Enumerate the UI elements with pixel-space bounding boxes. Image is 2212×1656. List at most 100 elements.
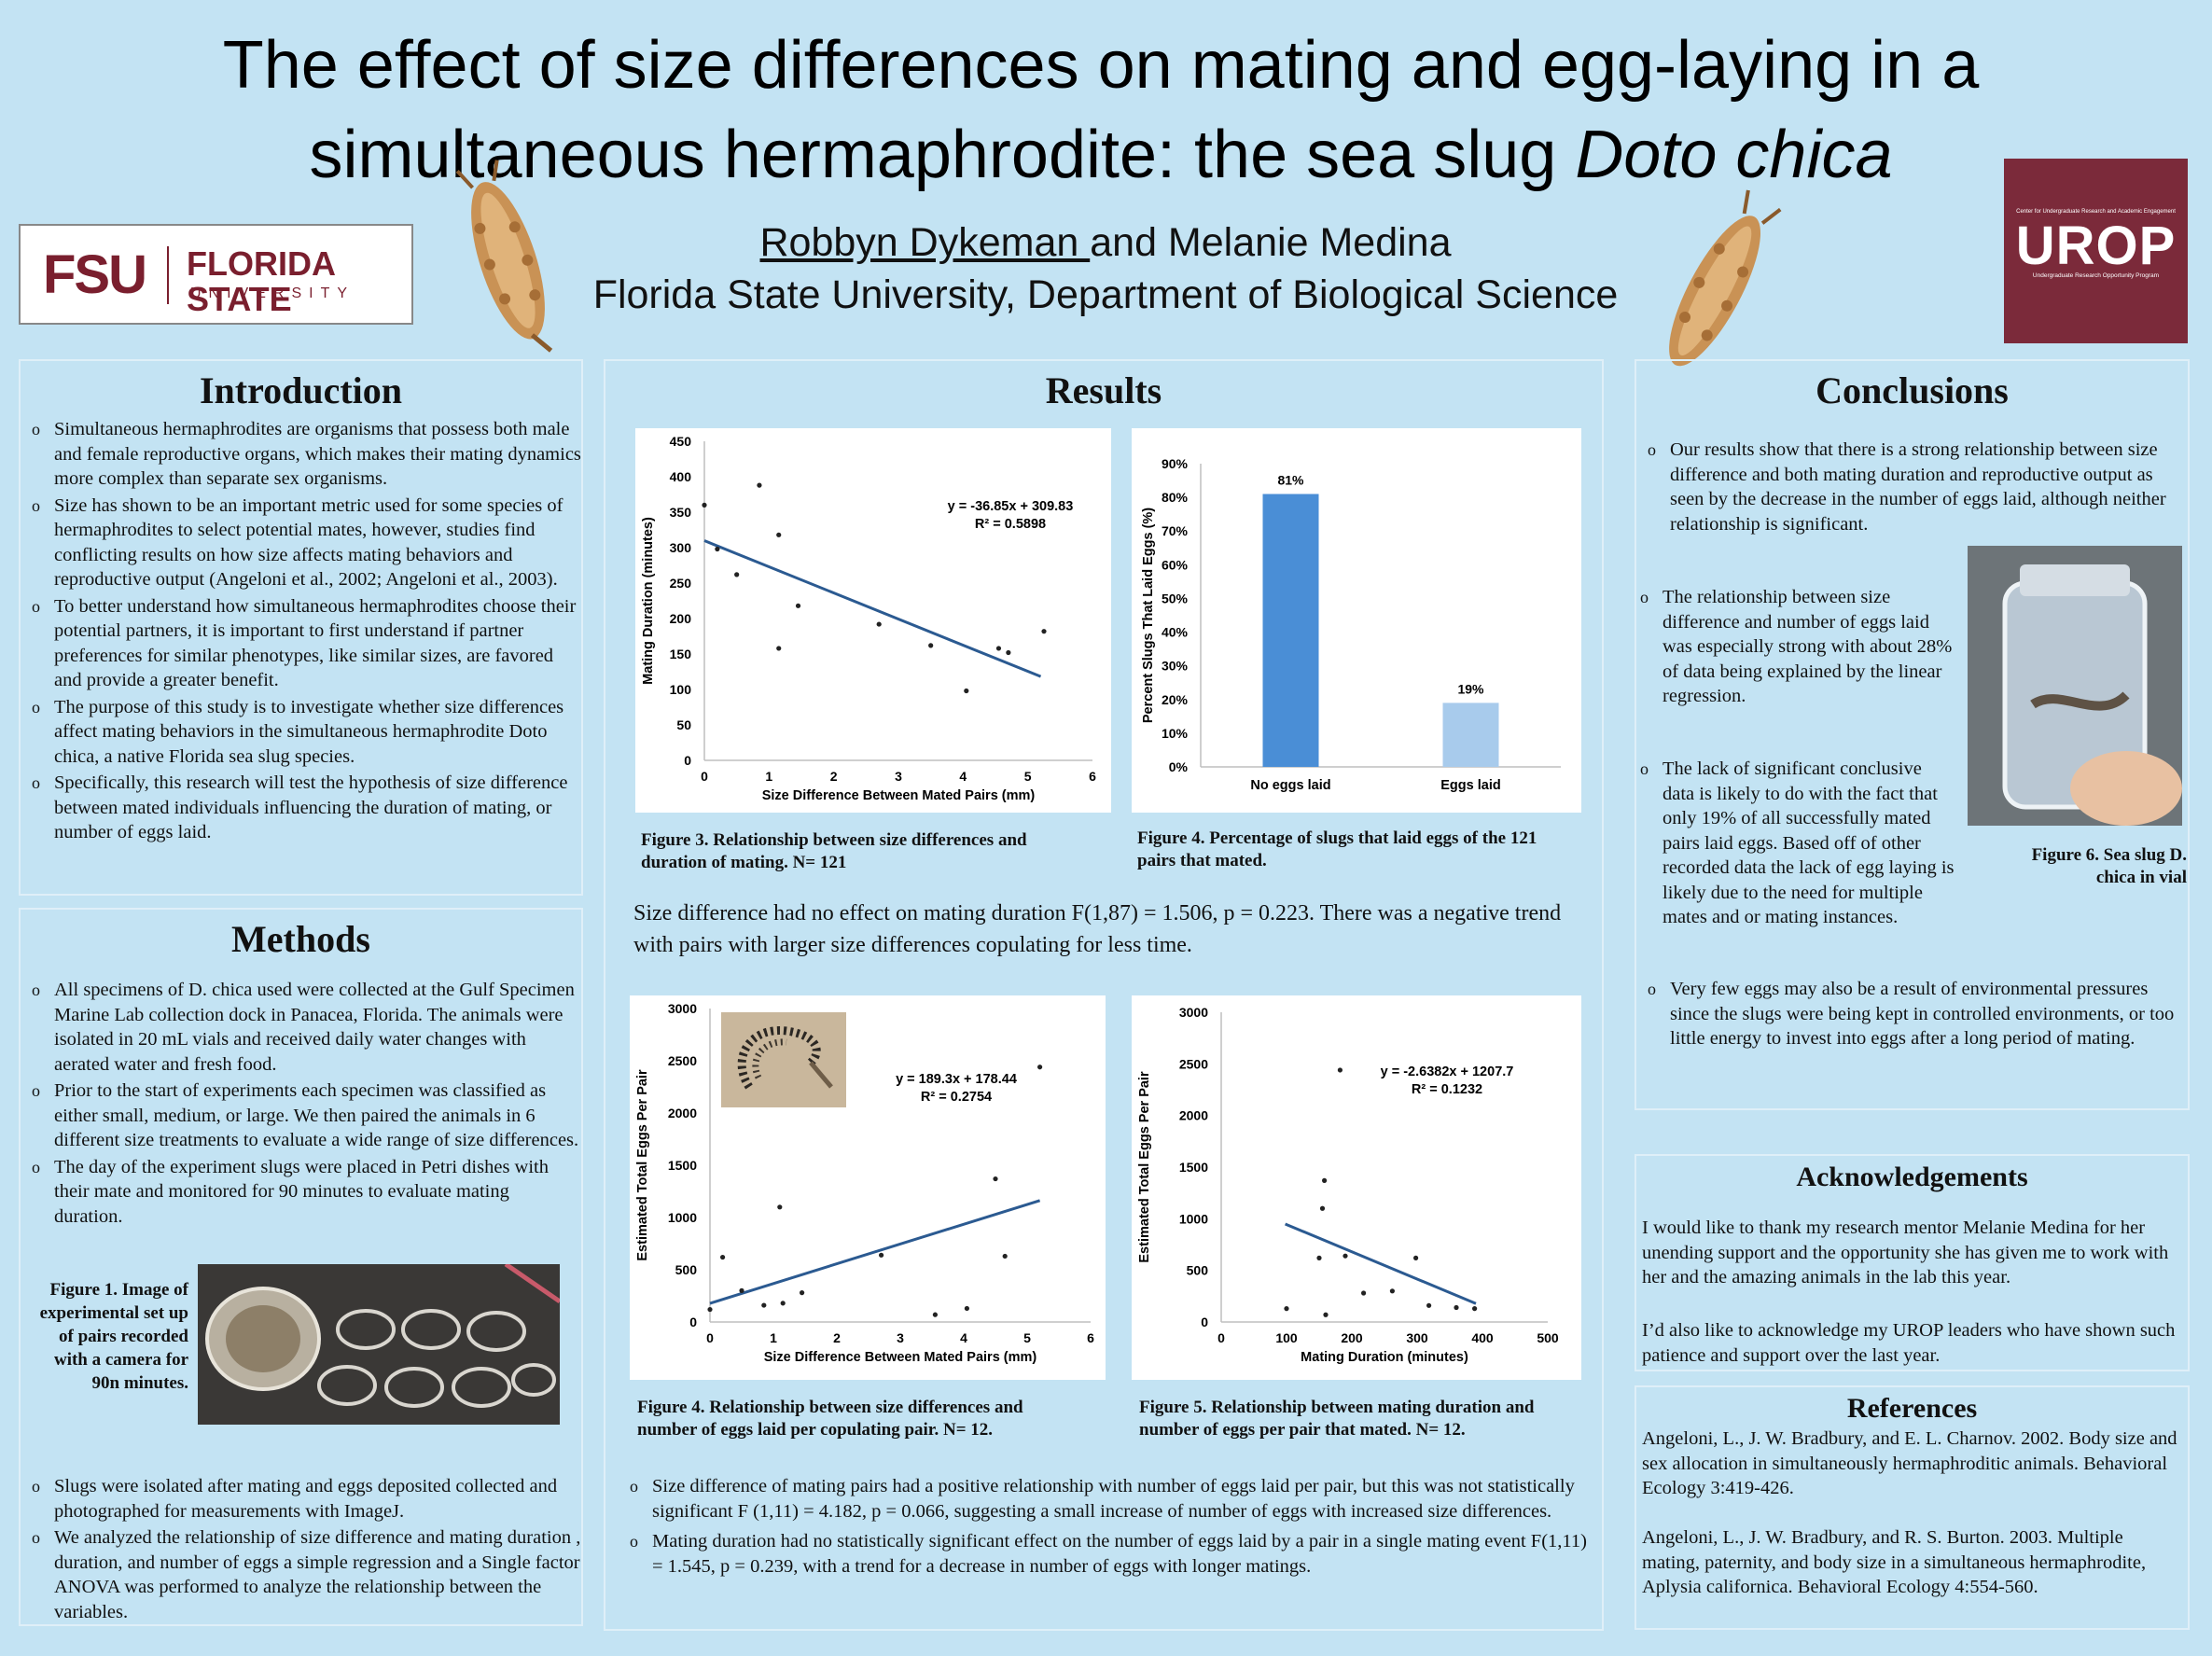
y-tick-label: 500 <box>1187 1263 1209 1278</box>
y-tick-label: 80% <box>1162 490 1189 505</box>
data-point <box>776 532 782 537</box>
figure-1-caption: Figure 1. Image of experimental set up o… <box>39 1280 188 1393</box>
figure-4b-svg: 0 500 1000 1500 2000 2500 3000 0 1 2 3 4 5 6 Size Diff… <box>635 1001 1094 1365</box>
conclusions-list-4: Very few eggs may also be a result of en… <box>1644 977 2185 1053</box>
fsu-separator <box>167 246 169 304</box>
y-tick-label: 0% <box>1169 759 1189 774</box>
title-species: Doto chica <box>1575 118 1893 192</box>
results-panel: Results 0 50 100 150 200 250 300 350 400 450 0 1 2 3 4… <box>604 359 1604 1631</box>
y-tick-label: 30% <box>1162 659 1189 674</box>
x-category-label: No eggs laid <box>1250 778 1330 793</box>
x-tick-label: 5 <box>1024 769 1032 784</box>
y-tick-label: 250 <box>670 576 692 591</box>
data-point <box>1361 1290 1367 1296</box>
y-tick-label: 0 <box>689 1315 697 1329</box>
regression-equation: y = -2.6382x + 1207.7 <box>1381 1065 1514 1079</box>
bar-data-label: 81% <box>1277 473 1304 488</box>
conclusions-list: Our results show that there is a strong … <box>1644 438 2185 538</box>
list-item: Size difference of mating pairs had a po… <box>626 1474 1587 1524</box>
list-item: All specimens of D. chica used were coll… <box>28 978 581 1077</box>
x-tick-label: 3 <box>897 1330 904 1345</box>
title-line-1: The effect of size differences on mating… <box>222 28 1980 103</box>
data-point <box>702 502 707 508</box>
data-point <box>757 482 762 488</box>
x-tick-label: 1 <box>765 769 772 784</box>
y-tick-label: 450 <box>670 434 692 449</box>
urop-center-name: Center for Undergraduate Research and Ac… <box>2016 209 2176 215</box>
list-item: Specifically, this research will test th… <box>28 771 581 845</box>
sea-slug-illustration-left <box>455 160 553 353</box>
affiliation: Florida State University, Department of … <box>592 272 1619 317</box>
bar <box>1442 703 1499 767</box>
list-item: To better understand how simultaneous he… <box>28 594 581 693</box>
figure-5-chart: 0 500 1000 1500 2000 2500 3000 0 100 200 300 400 500… <box>1132 995 1581 1380</box>
author-line: Robbyn Dykeman and Melanie Medina <box>759 220 1452 265</box>
fsu-mark: FSU <box>43 244 147 305</box>
data-point <box>964 688 969 694</box>
acknowledgements-panel: Acknowledgements I would like to thank m… <box>1635 1154 2190 1371</box>
x-tick-label: 100 <box>1275 1330 1298 1345</box>
list-item: We analyzed the relationship of size dif… <box>28 1525 581 1624</box>
list-item: Simultaneous hermaphrodites are organism… <box>28 417 581 492</box>
list-item: Slugs were isolated after mating and egg… <box>28 1474 581 1524</box>
x-tick-label: 6 <box>1089 769 1096 784</box>
title-line-2: simultaneous hermaphrodite: the sea slug… <box>309 118 1893 192</box>
y-tick-label: 500 <box>675 1262 698 1277</box>
reference-1: Angeloni, L., J. W. Bradbury, and E. L. … <box>1642 1428 2177 1498</box>
fsu-name: FLORIDA STATE <box>187 244 335 318</box>
x-tick-label: 3 <box>895 769 902 784</box>
poster-title: The effect of size differences on mating… <box>75 21 2127 200</box>
y-tick-label: 100 <box>670 682 692 697</box>
data-point <box>1343 1253 1348 1259</box>
data-point <box>1037 1065 1043 1070</box>
y-axis-title: Estimated Total Eggs Per Pair <box>635 1069 650 1261</box>
y-tick-label: 0 <box>684 753 691 768</box>
regression-equation: y = -36.85x + 309.83 <box>948 499 1074 514</box>
x-tick-label: 300 <box>1406 1330 1428 1345</box>
x-tick-label: 200 <box>1341 1330 1363 1345</box>
y-tick-label: 300 <box>670 540 692 555</box>
data-point <box>995 646 1002 651</box>
y-tick-label: 60% <box>1162 557 1189 572</box>
x-tick-label: 2 <box>830 769 838 784</box>
y-tick-label: 20% <box>1162 692 1189 707</box>
fsu-logo: FSU FLORIDA STATE UNIVERSITY <box>19 224 413 325</box>
x-tick-label: 0 <box>1217 1330 1225 1345</box>
y-tick-label: 40% <box>1162 625 1189 640</box>
list-item: The relationship between size difference… <box>1636 585 1958 709</box>
results-list: Size difference of mating pairs had a po… <box>626 1474 1587 1580</box>
data-point <box>1337 1067 1343 1073</box>
list-item: Our results show that there is a strong … <box>1644 438 2185 536</box>
y-tick-label: 1000 <box>1179 1211 1208 1226</box>
r-squared-label: R² = 0.1232 <box>1412 1082 1482 1097</box>
data-point <box>720 1254 726 1260</box>
sea-slug-vial-photo <box>1968 546 2182 826</box>
data-point <box>777 1204 783 1210</box>
x-tick-label: 400 <box>1471 1330 1494 1345</box>
list-item: The lack of significant conclusive data … <box>1636 757 1958 930</box>
methods-heading: Methods <box>231 918 370 960</box>
trend-line <box>709 1199 1041 1305</box>
acknowledgements-text-2: I’d also like to acknowledge my UROP lea… <box>1642 1320 2176 1366</box>
data-point <box>1322 1177 1328 1183</box>
methods-panel: Methods All specimens of D. chica used w… <box>19 908 583 1626</box>
figure-3-svg: 0 50 100 150 200 250 300 350 400 450 0 1 2 3 4 5 6 Size D… <box>641 434 1096 803</box>
authors-block: Robbyn Dykeman and Melanie Medina Florid… <box>522 216 1689 321</box>
y-axis-title: Mating Duration (minutes) <box>641 517 656 685</box>
y-tick-label: 200 <box>670 611 692 626</box>
x-category-label: Eggs laid <box>1440 778 1500 793</box>
data-point <box>707 1306 713 1313</box>
sea-slug-illustration-right <box>1669 189 1782 367</box>
data-point <box>715 546 720 552</box>
references-panel: References Angeloni, L., J. W. Bradbury,… <box>1635 1385 2190 1630</box>
introduction-list: Simultaneous hermaphrodites are organism… <box>28 417 581 847</box>
figure-4a-svg: 0% 10% 20% 30% 40% 50% 60% 70% 80% 90% 81% No eggs … <box>1141 456 1561 793</box>
trend-line <box>1285 1222 1477 1305</box>
y-tick-label: 350 <box>670 505 692 520</box>
r-squared-label: R² = 0.5898 <box>975 517 1046 532</box>
data-point <box>761 1302 767 1308</box>
figure-5-caption: Figure 5. Relationship between mating du… <box>1139 1398 1535 1440</box>
data-point <box>1006 649 1011 656</box>
list-item: Very few eggs may also be a result of en… <box>1644 977 2185 1051</box>
results-heading: Results <box>1045 369 1162 411</box>
